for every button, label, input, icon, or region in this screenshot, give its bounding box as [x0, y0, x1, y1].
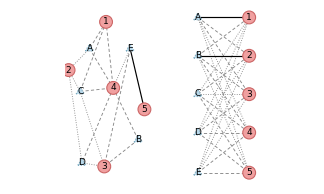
Text: C: C [77, 87, 83, 96]
Text: D: D [194, 128, 201, 137]
Polygon shape [194, 51, 202, 58]
Text: 1: 1 [246, 13, 252, 22]
Circle shape [243, 166, 256, 179]
Text: E: E [127, 44, 133, 53]
Polygon shape [194, 13, 202, 20]
Text: 3: 3 [101, 162, 107, 171]
Polygon shape [76, 87, 84, 94]
Text: 2: 2 [246, 51, 252, 60]
Text: C: C [195, 89, 201, 98]
Text: 5: 5 [246, 168, 252, 177]
Text: E: E [195, 168, 201, 177]
Circle shape [243, 49, 256, 62]
Text: B: B [195, 51, 201, 60]
Circle shape [98, 160, 111, 173]
Text: A: A [195, 13, 201, 22]
Circle shape [243, 126, 256, 139]
Polygon shape [134, 135, 142, 142]
Text: 5: 5 [142, 105, 147, 114]
Circle shape [100, 16, 112, 28]
Circle shape [62, 64, 75, 76]
Text: 1: 1 [103, 17, 109, 26]
Text: B: B [135, 135, 141, 144]
Text: 3: 3 [246, 90, 252, 99]
Text: D: D [78, 158, 86, 167]
Text: 4: 4 [110, 83, 116, 92]
Polygon shape [194, 89, 202, 97]
Circle shape [138, 103, 151, 116]
Polygon shape [78, 158, 86, 165]
Circle shape [107, 81, 120, 94]
Text: 2: 2 [66, 66, 71, 74]
Polygon shape [126, 44, 134, 51]
Polygon shape [194, 168, 202, 175]
Circle shape [243, 11, 256, 24]
Text: 4: 4 [246, 128, 252, 137]
Polygon shape [86, 44, 94, 51]
Polygon shape [194, 128, 202, 135]
Circle shape [243, 88, 256, 100]
Text: A: A [87, 44, 93, 53]
